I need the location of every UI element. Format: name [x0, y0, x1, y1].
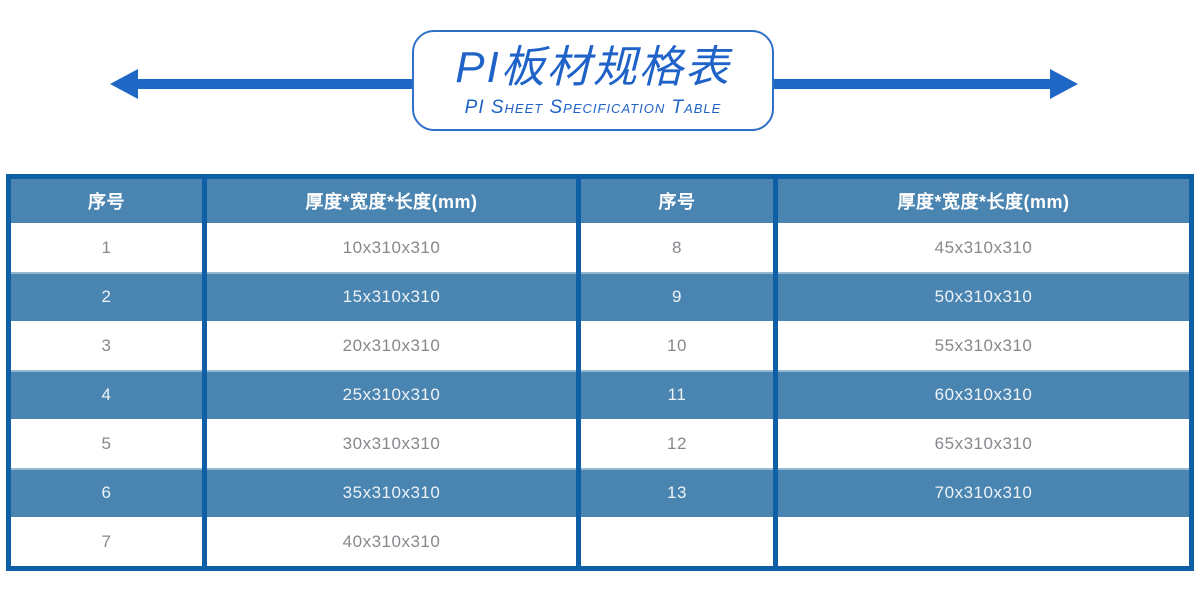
title-box: PI板材规格表 PI Sheet Specification Table: [412, 30, 774, 131]
seq-cell: 5: [101, 433, 112, 453]
dimension-cell: 15x310x310: [202, 272, 576, 321]
table-header-row: 序号 厚度*宽度*长度(mm) 序号 厚度*宽度*长度(mm): [11, 179, 1189, 223]
table-row: 4 25x310x310 11 60x310x310: [11, 370, 1189, 419]
dimension-cell: [773, 517, 1189, 566]
table-row: 2 15x310x310 9 50x310x310: [11, 272, 1189, 321]
seq-cell: 2: [101, 286, 112, 306]
table-row: 5 30x310x310 12 65x310x310: [11, 419, 1189, 468]
seq-cell: [576, 517, 773, 566]
dimension-cell: 50x310x310: [773, 272, 1189, 321]
spec-table: 序号 厚度*宽度*长度(mm) 序号 厚度*宽度*长度(mm) 1 10x310x…: [6, 174, 1194, 571]
table-row: 6 35x310x310 13 70x310x310: [11, 468, 1189, 517]
right-arrow-icon: [1050, 69, 1078, 99]
dimension-cell: 40x310x310: [202, 517, 576, 566]
dimension-cell: 65x310x310: [773, 419, 1189, 468]
column-header-seq-left: 序号: [88, 192, 125, 212]
dimension-cell: 55x310x310: [773, 321, 1189, 370]
dimension-cell: 20x310x310: [202, 321, 576, 370]
seq-cell: 12: [576, 419, 773, 468]
page-subtitle: PI Sheet Specification Table: [464, 96, 722, 118]
seq-cell: 13: [576, 468, 773, 517]
header-banner: PI板材规格表 PI Sheet Specification Table: [0, 0, 1200, 160]
table-row: 7 40x310x310: [11, 517, 1189, 566]
dimension-cell: 60x310x310: [773, 370, 1189, 419]
dimension-cell: 25x310x310: [202, 370, 576, 419]
seq-cell: 11: [576, 370, 773, 419]
seq-cell: 4: [101, 384, 112, 404]
dimension-cell: 10x310x310: [202, 223, 576, 272]
dimension-cell: 45x310x310: [773, 223, 1189, 272]
seq-cell: 1: [101, 237, 112, 257]
seq-cell: 9: [576, 272, 773, 321]
column-header-dimensions-right: 厚度*宽度*长度(mm): [773, 179, 1189, 223]
seq-cell: 8: [576, 223, 773, 272]
spec-table-body: 1 10x310x310 8 45x310x310 2 15x310x310 9 50x310…: [11, 223, 1189, 566]
dimension-cell: 30x310x310: [202, 419, 576, 468]
dimension-cell: 35x310x310: [202, 468, 576, 517]
dimension-cell: 70x310x310: [773, 468, 1189, 517]
seq-cell: 3: [101, 335, 112, 355]
page-title: PI板材规格表: [455, 42, 731, 92]
table-row: 3 20x310x310 10 55x310x310: [11, 321, 1189, 370]
seq-cell: 7: [101, 531, 112, 551]
column-header-seq-right: 序号: [576, 179, 773, 223]
seq-cell: 10: [576, 321, 773, 370]
column-header-dimensions-left: 厚度*宽度*长度(mm): [202, 179, 576, 223]
seq-cell: 6: [101, 482, 112, 502]
table-row: 1 10x310x310 8 45x310x310: [11, 223, 1189, 272]
